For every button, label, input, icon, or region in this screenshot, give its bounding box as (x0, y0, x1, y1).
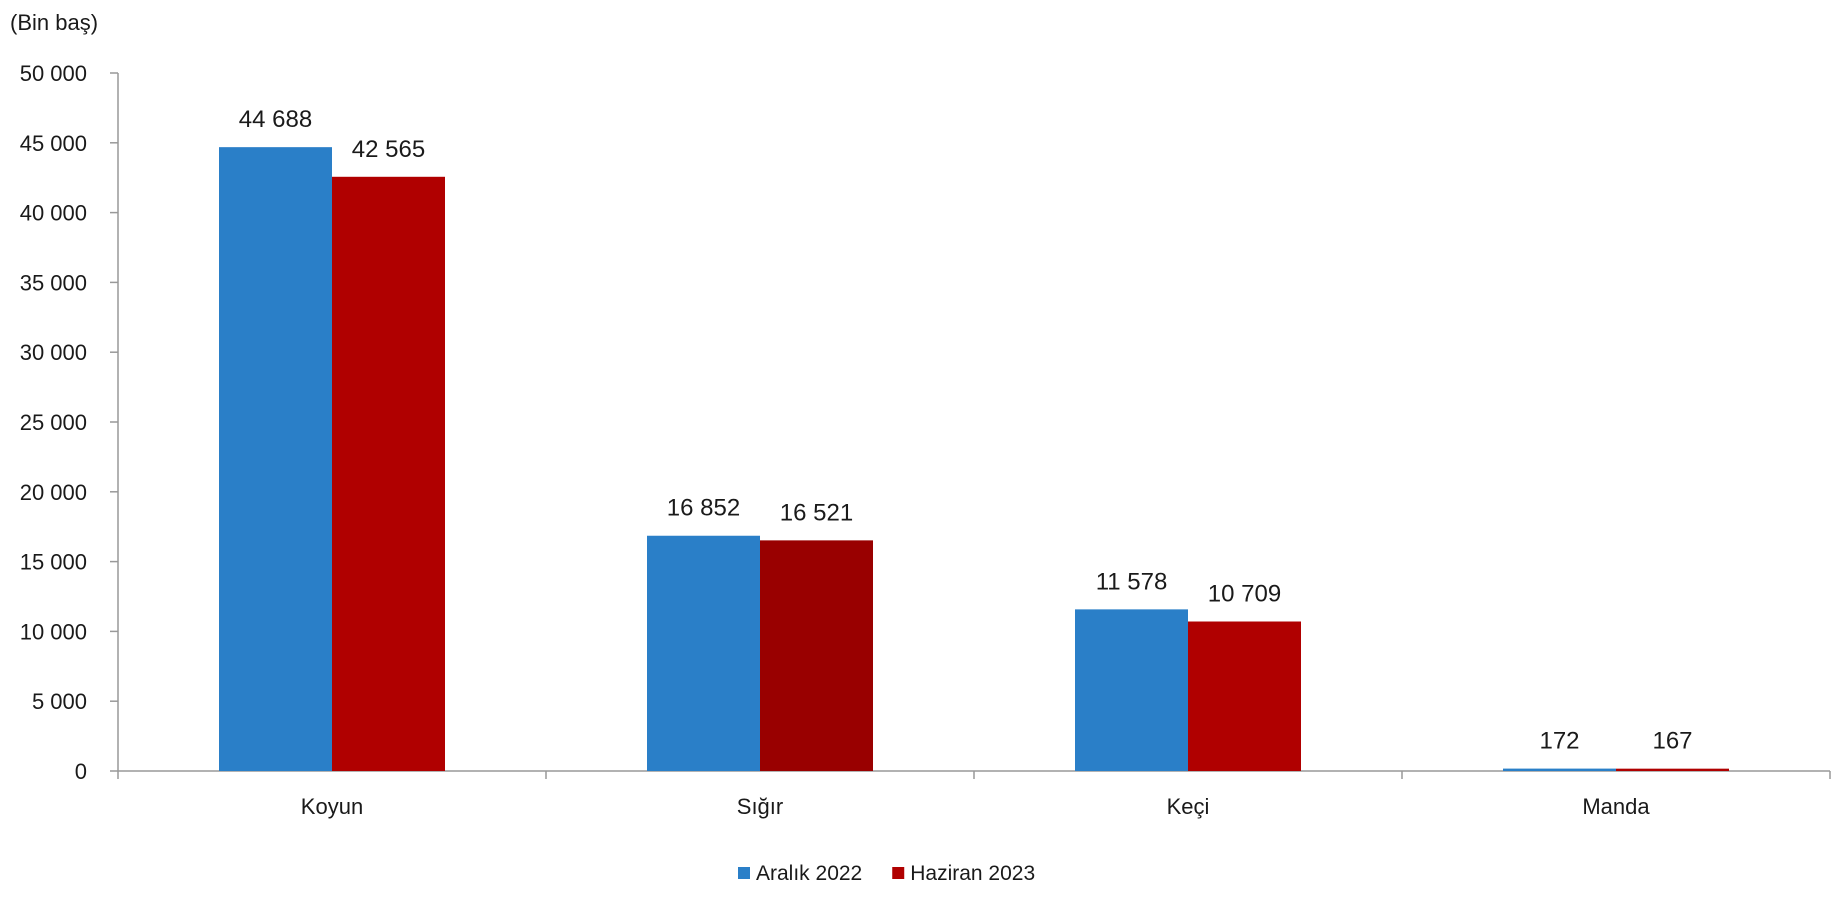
data-label: 10 709 (1208, 581, 1281, 608)
data-labels: 44 688 42 565 16 852 16 521 11 578 10 709 172 1… (239, 106, 1693, 755)
legend: Aralık 2022 Haziran 2023 (738, 862, 1035, 885)
y-tick-label: 10 000 (20, 619, 87, 644)
data-label: 167 (1652, 728, 1692, 755)
legend-label: Aralık 2022 (756, 862, 862, 885)
y-tick-label: 45 000 (20, 131, 87, 156)
y-tick-label: 20 000 (20, 480, 87, 505)
category-label: Keçi (1167, 794, 1210, 819)
legend-swatch (892, 867, 905, 879)
category-label: Koyun (301, 794, 363, 819)
y-tick-label: 0 (75, 759, 87, 784)
bar (219, 147, 332, 771)
data-label: 11 578 (1096, 568, 1168, 595)
data-label: 42 565 (352, 136, 425, 163)
data-label: 16 521 (780, 499, 853, 526)
y-tick-label: 30 000 (20, 340, 87, 365)
bar (647, 535, 760, 771)
y-tick-label: 40 000 (20, 201, 87, 226)
bar (1503, 768, 1616, 771)
data-label: 16 852 (667, 495, 740, 522)
category-label: Manda (1582, 794, 1650, 819)
bar (1075, 609, 1188, 771)
bar (332, 176, 445, 771)
legend-label: Haziran 2023 (910, 862, 1035, 885)
x-axis: Koyun Sığır Keçi Manda (117, 770, 1831, 819)
y-tick-label: 15 000 (20, 550, 87, 575)
bar (1188, 621, 1301, 771)
bar (760, 540, 873, 771)
y-tick-label: 25 000 (20, 410, 87, 435)
data-label: 172 (1539, 728, 1579, 755)
bars (219, 147, 1729, 771)
category-label: Sığır (737, 794, 783, 819)
bar (1616, 768, 1729, 771)
legend-swatch (738, 867, 750, 879)
y-tick-label: 35 000 (20, 270, 87, 295)
y-tick-label: 5 000 (32, 689, 87, 714)
y-unit-label: (Bin baş) (10, 10, 98, 35)
y-tick-label: 50 000 (20, 61, 87, 86)
data-label: 44 688 (239, 106, 312, 133)
y-axis: 0 5 000 10 000 15 000 20 000 25 000 30 000 35 0… (20, 61, 119, 784)
legend-item: Aralık 2022 (738, 862, 862, 885)
legend-item: Haziran 2023 (892, 862, 1035, 885)
